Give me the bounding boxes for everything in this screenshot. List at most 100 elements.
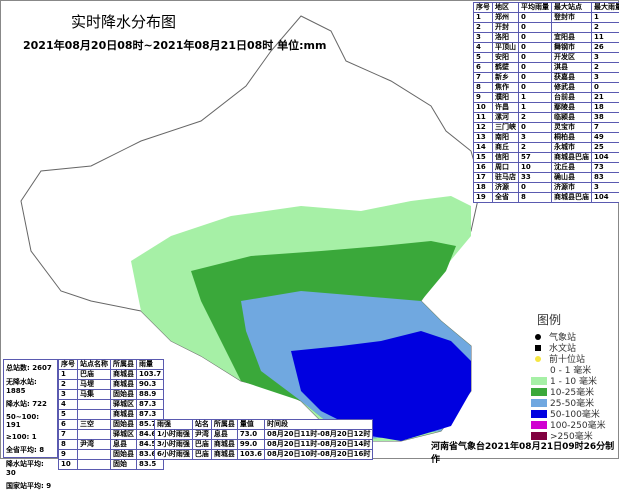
table-cell: 漯河 <box>493 113 519 123</box>
table-cell: 郑州 <box>493 13 519 23</box>
color-swatch <box>531 366 547 374</box>
table-cell: 1 <box>519 93 552 103</box>
table-cell: 9 <box>59 450 78 460</box>
table-cell: 0 <box>519 23 552 33</box>
table-cell: 信阳 <box>493 153 519 163</box>
table-cell: 宜阳县 <box>552 33 592 43</box>
table-cell: 6 <box>474 63 493 73</box>
table-cell: 0 <box>519 123 552 133</box>
table-cell: 8 <box>519 193 552 203</box>
table-cell: 安阳 <box>493 53 519 63</box>
circle-icon <box>535 334 541 340</box>
color-swatch <box>531 377 547 385</box>
table-cell: 12 <box>474 123 493 133</box>
table-cell: 驻马店 <box>493 173 519 183</box>
table-cell: 驿城区 <box>111 400 137 410</box>
circle-icon <box>535 356 541 362</box>
table-cell: 0 <box>519 53 552 63</box>
table-cell: 38 <box>592 113 619 123</box>
table-cell: 永城市 <box>552 143 592 153</box>
table-cell <box>78 410 111 420</box>
color-swatch <box>531 399 547 407</box>
table-cell: 尹湾 <box>78 440 111 450</box>
table-cell: 83.5 <box>137 460 164 470</box>
table-cell: 4 <box>474 43 493 53</box>
table-cell <box>78 430 111 440</box>
table-cell: 18 <box>592 103 619 113</box>
color-swatch <box>531 421 547 429</box>
table-cell: 许昌 <box>493 103 519 113</box>
table-cell: 7 <box>59 430 78 440</box>
table-cell: 巴庙 <box>78 370 111 380</box>
stat-line: ≥100: 1 <box>6 433 55 441</box>
table-cell: 鹤壁 <box>493 63 519 73</box>
table-cell: 鄢陵县 <box>552 103 592 113</box>
column-header: 雨量 <box>137 360 164 370</box>
column-header: 所属县 <box>211 420 237 430</box>
table-cell <box>78 450 111 460</box>
table-cell: 08月20日11时-08月20日12时 <box>265 430 373 440</box>
map-subtitle: 2021年08月20日08时~2021年08月21日08时 单位:mm <box>23 37 326 53</box>
table-cell: 商城县 <box>211 440 237 450</box>
table-cell: 巴庙 <box>192 450 211 460</box>
table-cell: 10 <box>519 163 552 173</box>
table-cell: 1小时雨强 <box>155 430 193 440</box>
table-cell: 开发区 <box>552 53 592 63</box>
table-cell: 登封市 <box>552 13 592 23</box>
table-cell: 6小时雨强 <box>155 450 193 460</box>
table-cell: 台前县 <box>552 93 592 103</box>
table-cell: 马集 <box>78 390 111 400</box>
table-cell <box>78 400 111 410</box>
table-cell: 2 <box>519 113 552 123</box>
table-cell: 固始县 <box>111 420 137 430</box>
table-cell: 14 <box>474 143 493 153</box>
table-cell: 商城县 <box>111 410 137 420</box>
table-cell: 全省 <box>493 193 519 203</box>
table-cell: 固始县 <box>111 390 137 400</box>
table-cell: 3 <box>474 33 493 43</box>
table-cell: 73 <box>592 163 619 173</box>
table-cell: 获嘉县 <box>552 73 592 83</box>
footer-credit: 河南省气象台2021年08月21日09时26分制作 <box>431 439 618 465</box>
table-cell: 0 <box>519 63 552 73</box>
column-header: 平均雨量 <box>519 3 552 13</box>
table-cell: 3 <box>592 53 619 63</box>
table-cell: 焦作 <box>493 83 519 93</box>
column-header: 站名 <box>192 420 211 430</box>
table-cell: 沈丘县 <box>552 163 592 173</box>
stat-line: 国家站平均: 9 <box>6 481 55 491</box>
table-cell: 8 <box>474 83 493 93</box>
table-cell: 7 <box>592 123 619 133</box>
table-cell: 1 <box>519 103 552 113</box>
table-cell: 103.6 <box>237 450 264 460</box>
table-cell: 3 <box>59 390 78 400</box>
table-cell: 87.3 <box>137 410 164 420</box>
table-cell: 21 <box>592 93 619 103</box>
color-swatch <box>531 388 547 396</box>
table-cell: 16 <box>474 163 493 173</box>
table-cell: 确山县 <box>552 173 592 183</box>
table-cell: 淇县 <box>552 63 592 73</box>
column-header: 序号 <box>59 360 78 370</box>
table-cell <box>78 460 111 470</box>
table-cell: 商城县 <box>111 370 137 380</box>
stat-line: 降水站: 722 <box>6 399 55 409</box>
legend-title: 图例 <box>537 311 606 328</box>
table-cell: 新乡 <box>493 73 519 83</box>
table-cell: 7 <box>474 73 493 83</box>
table-cell: 5 <box>474 53 493 63</box>
table-cell: 57 <box>519 153 552 163</box>
table-cell: 104 <box>592 193 619 203</box>
table-cell: 88.9 <box>137 390 164 400</box>
stat-line: 降水站平均: 30 <box>6 459 55 477</box>
table-cell: 90.3 <box>137 380 164 390</box>
